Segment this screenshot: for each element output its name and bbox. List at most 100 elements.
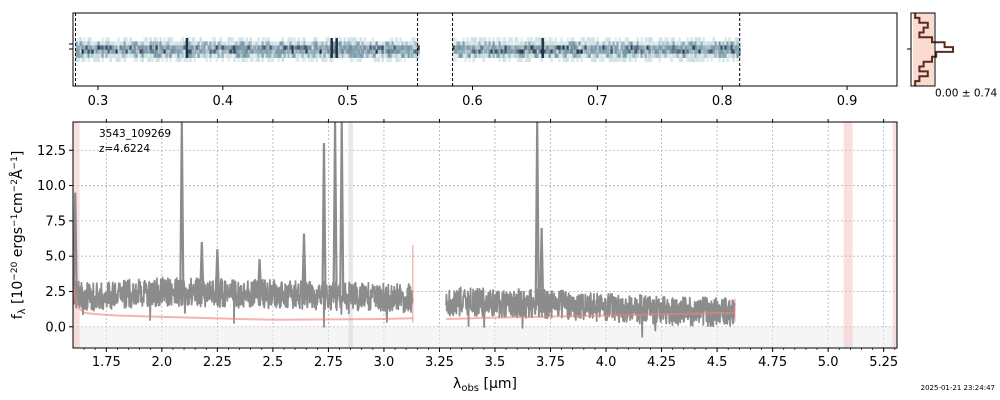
pixel [516, 41, 519, 46]
pixel [570, 49, 573, 54]
pixel [153, 37, 156, 42]
pixel [353, 41, 356, 46]
pixel [181, 41, 184, 46]
pixel [187, 53, 190, 58]
pixel [263, 41, 266, 46]
pixel [123, 37, 126, 42]
pixel [269, 53, 272, 58]
pixel [554, 49, 557, 54]
pixel [452, 45, 455, 50]
pixel [702, 41, 705, 46]
pixel [530, 37, 533, 42]
pixel [536, 37, 539, 42]
pixel [319, 45, 322, 50]
pixel [466, 45, 469, 50]
pixel [131, 45, 134, 50]
pixel [712, 41, 715, 46]
pixel [157, 53, 160, 58]
pixel [492, 45, 495, 50]
pixel [680, 53, 683, 58]
data-line [445, 286, 736, 338]
pixel [137, 41, 140, 46]
pixel [135, 45, 138, 50]
x-axis-label: λobs [μm] [453, 376, 517, 394]
pixel [618, 37, 621, 42]
pixel [243, 41, 246, 46]
pixel [313, 53, 316, 58]
pixel [660, 49, 663, 54]
pixel [702, 45, 705, 50]
pixel [708, 41, 711, 46]
pixel [508, 37, 511, 42]
pixel [696, 41, 699, 46]
pixel [363, 41, 366, 46]
pixel [239, 41, 242, 46]
pixel [381, 41, 384, 46]
pixel [710, 41, 713, 46]
pixel [524, 41, 527, 46]
pixel [375, 41, 378, 46]
pixel [468, 45, 471, 50]
pixel [698, 57, 701, 62]
pixel [215, 49, 218, 54]
pixel [299, 41, 302, 46]
pixel [131, 49, 134, 54]
pixel [293, 53, 296, 58]
pixel [395, 41, 398, 46]
pixel [540, 57, 543, 62]
pixel [295, 53, 298, 58]
pixel [488, 49, 491, 54]
pixel [602, 57, 605, 62]
x-tick-label: 4.5 [707, 355, 728, 370]
pixel [89, 37, 92, 42]
x-tick-label: 3.25 [425, 355, 454, 370]
pixel [658, 57, 661, 62]
pixel [385, 49, 388, 54]
pixel [610, 57, 613, 62]
pixel [472, 41, 475, 46]
pixel [686, 53, 689, 58]
pixel [327, 53, 330, 58]
pixel [452, 57, 455, 62]
pixel [143, 45, 146, 50]
pixel [454, 45, 457, 50]
pixel [209, 45, 212, 50]
x-tick-label: 0.7 [587, 94, 608, 109]
pixel [231, 41, 234, 46]
pixel [606, 41, 609, 46]
emission-line [301, 233, 307, 296]
pixel [548, 53, 551, 58]
pixel [323, 57, 326, 62]
pixel [353, 49, 356, 54]
pixel [255, 57, 258, 62]
pixel [640, 49, 643, 54]
pixel [189, 45, 192, 50]
pixel [706, 49, 709, 54]
emission-line [339, 122, 345, 297]
pixel [333, 41, 336, 46]
pixel [674, 41, 677, 46]
pixel [137, 45, 140, 50]
pixel [594, 53, 597, 58]
pixel [257, 53, 260, 58]
pixel [131, 53, 134, 58]
pixel [578, 41, 581, 46]
pixel [151, 45, 154, 50]
pixel [672, 53, 675, 58]
pixel [215, 57, 218, 62]
pixel [608, 41, 611, 46]
pixel [574, 53, 577, 58]
pixel [516, 37, 519, 42]
pixel [608, 57, 611, 62]
pixel [594, 41, 597, 46]
pixel [598, 53, 601, 58]
pixel [137, 49, 140, 54]
pixel [694, 41, 697, 46]
pixel [235, 53, 238, 58]
pixel [512, 53, 515, 58]
pixel [650, 57, 653, 62]
pixel [560, 41, 563, 46]
pixel [690, 49, 693, 54]
pixel [576, 57, 579, 62]
pixel [698, 49, 701, 54]
